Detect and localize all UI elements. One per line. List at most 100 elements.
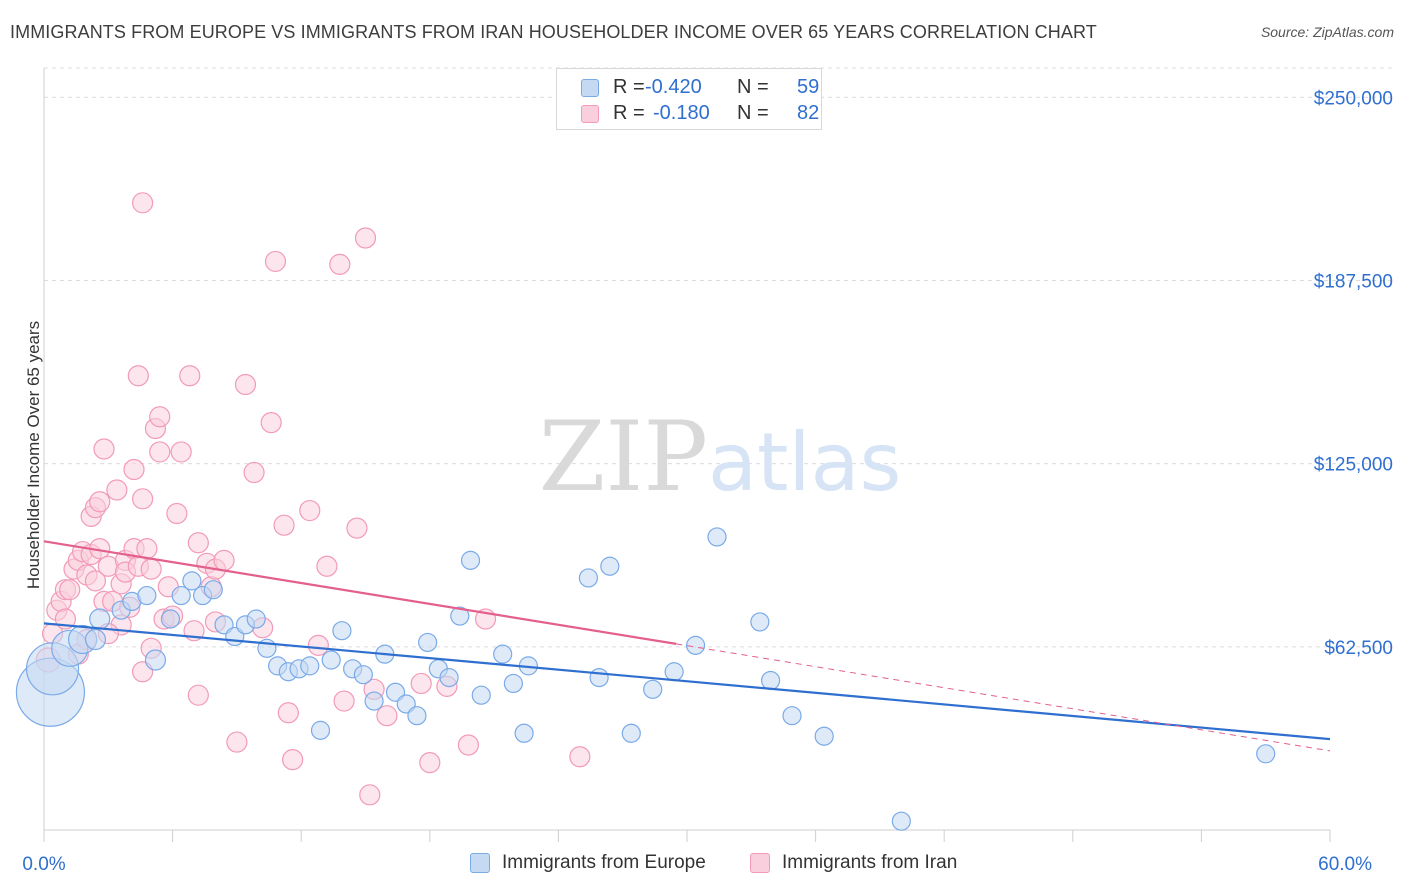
- europe-point: [203, 580, 223, 600]
- iran-point: [166, 502, 188, 525]
- europe-point: [144, 649, 167, 671]
- europe-point: [600, 556, 620, 576]
- iran-point: [149, 441, 171, 463]
- europe-point: [1256, 744, 1276, 764]
- iran-point: [187, 532, 209, 554]
- iran-point: [213, 549, 235, 571]
- iran-point: [410, 672, 432, 695]
- europe-point: [685, 635, 706, 655]
- europe-point: [171, 585, 191, 606]
- iran-point: [123, 458, 145, 481]
- iran-point: [273, 514, 295, 536]
- iran-point: [307, 634, 329, 656]
- europe-point: [707, 527, 727, 547]
- y-tick-label: $187,500: [1314, 271, 1393, 292]
- legend-r-value: -0.180: [653, 102, 710, 124]
- iran-trend-extension: [676, 643, 1331, 752]
- iran-point: [359, 784, 381, 806]
- iran-point: [243, 461, 265, 484]
- iran-point: [93, 438, 115, 460]
- iran-point: [333, 690, 355, 712]
- europe-point: [89, 608, 111, 630]
- europe-point: [160, 609, 181, 629]
- europe-point: [353, 665, 373, 685]
- europe-point: [450, 606, 470, 626]
- europe-point: [418, 632, 438, 653]
- trend-lines: [43, 540, 1331, 752]
- europe-point: [760, 670, 781, 691]
- europe-point: [664, 662, 684, 682]
- iran-point: [187, 684, 209, 706]
- europe-point: [460, 550, 481, 570]
- legend-swatch-iran: [581, 105, 599, 123]
- x-tick-label: 60.0%: [1318, 854, 1372, 875]
- iran-point: [59, 579, 81, 601]
- europe-point: [493, 644, 513, 664]
- europe-point: [750, 612, 770, 632]
- y-axis-label: Householder Income Over 65 years: [24, 320, 43, 590]
- iran-point: [106, 479, 128, 501]
- bottom-legend-swatch-iran: [750, 853, 770, 873]
- iran-point: [131, 488, 154, 510]
- bottom-legend-label-europe: Immigrants from Europe: [502, 852, 706, 873]
- watermark-atlas: atlas: [708, 416, 901, 509]
- europe-point: [439, 667, 459, 688]
- iran-point: [277, 702, 299, 724]
- iran-point: [329, 253, 351, 275]
- chart-title: IMMIGRANTS FROM EUROPE VS IMMIGRANTS FRO…: [10, 22, 1097, 42]
- iran-point: [140, 558, 162, 580]
- iran-point: [149, 406, 171, 428]
- iran-point: [127, 365, 149, 387]
- iran-point: [170, 441, 192, 463]
- axis-tick-labels: $62,500 $125,000 $187,500 $250,000 0.0% 60.0%: [22, 88, 1393, 875]
- y-tick-label: $125,000: [1314, 455, 1393, 476]
- europe-point: [782, 706, 802, 726]
- iran-point: [260, 412, 282, 434]
- iran-point: [419, 751, 441, 774]
- europe-point: [137, 585, 157, 606]
- iran-point: [136, 538, 158, 560]
- iran-point: [457, 734, 479, 756]
- iran-point: [354, 227, 377, 249]
- iran-point: [376, 705, 398, 727]
- iran-point: [234, 373, 257, 396]
- correlation-legend: R = -0.420 N = 59 R = -0.180 N = 82: [556, 68, 822, 130]
- legend-n-label: N =: [737, 76, 769, 98]
- iran-point: [226, 731, 248, 753]
- iran-point: [179, 365, 201, 387]
- watermark: ZIPatlas: [539, 401, 902, 513]
- y-tick-label: $62,500: [1324, 638, 1393, 659]
- europe-point: [471, 685, 491, 705]
- bottom-legend-label-iran: Immigrants from Iran: [782, 852, 958, 873]
- bottom-legend-swatch-europe: [470, 853, 490, 873]
- iran-point: [346, 517, 368, 539]
- europe-point: [814, 726, 834, 746]
- europe-point: [643, 679, 663, 699]
- iran-point: [264, 250, 287, 273]
- europe-point: [891, 811, 911, 831]
- europe-point: [364, 691, 384, 711]
- europe-point: [503, 673, 523, 694]
- europe-point: [84, 628, 107, 651]
- europe-point: [589, 667, 609, 688]
- iran-point: [282, 749, 304, 771]
- data-points: [15, 192, 1276, 831]
- europe-point: [407, 706, 427, 726]
- source-label: Source: ZipAtlas.com: [1260, 24, 1394, 40]
- legend-r-label: R =: [613, 102, 645, 124]
- europe-point: [332, 621, 352, 641]
- europe-point: [182, 571, 202, 591]
- europe-point: [321, 650, 341, 670]
- legend-swatch-europe: [581, 79, 599, 97]
- europe-point: [514, 723, 534, 743]
- iran-point: [569, 746, 591, 768]
- iran-point: [89, 491, 111, 513]
- legend-n-value: 82: [797, 102, 820, 124]
- iran-point: [299, 499, 321, 522]
- legend-r-value: -0.420: [645, 76, 702, 98]
- iran-trend-line: [43, 540, 677, 645]
- legend-n-label: N =: [737, 102, 769, 124]
- y-tick-label: $250,000: [1314, 88, 1393, 109]
- legend-r-label: R =: [613, 76, 645, 98]
- iran-point: [131, 192, 154, 214]
